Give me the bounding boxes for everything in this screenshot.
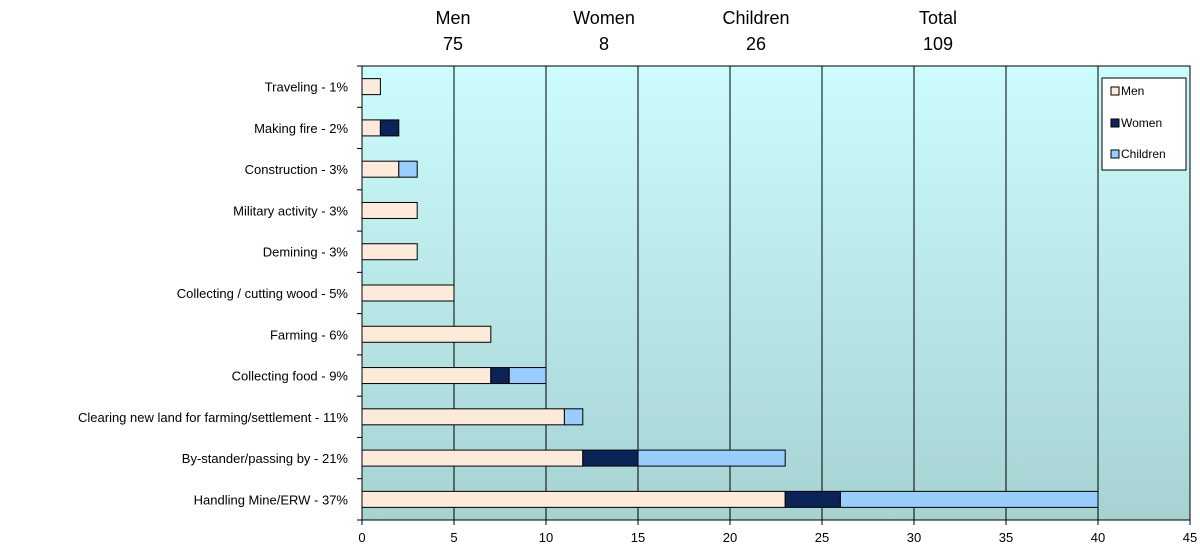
gridlines	[453, 66, 1191, 520]
bar-segment-men	[361, 201, 418, 219]
x-tick-label: 5	[450, 530, 457, 545]
bar-segment-men	[361, 325, 492, 343]
bar-segment-women	[379, 119, 400, 137]
bars	[361, 78, 1099, 508]
x-tick-label: 10	[539, 530, 553, 545]
bar-segment-women	[490, 367, 510, 385]
category-label: Farming - 6%	[270, 327, 348, 342]
bar-segment-men	[361, 408, 565, 426]
category-label: By-stander/passing by - 21%	[182, 451, 349, 466]
x-tick-label: 35	[999, 530, 1013, 545]
legend-swatch-women	[1110, 118, 1120, 128]
category-label: Handling Mine/ERW - 37%	[194, 492, 349, 507]
header-children-value: 26	[746, 34, 766, 54]
totals-header: Men 75 Women 8 Children 26 Total 109	[435, 8, 957, 54]
bar-segment-men	[361, 243, 418, 261]
header-women-label: Women	[573, 8, 635, 28]
header-men-value: 75	[443, 34, 463, 54]
category-label: Collecting / cutting wood - 5%	[177, 286, 349, 301]
legend: Men Women Children	[1101, 77, 1187, 171]
legend-label-men: Men	[1121, 84, 1144, 98]
bar-segment-women	[784, 490, 841, 508]
bar-segment-men	[361, 160, 400, 178]
bar-segment-women	[582, 449, 639, 467]
category-label: Demining - 3%	[263, 245, 349, 260]
bar-segment-men	[361, 367, 492, 385]
bar-segment-men	[361, 284, 455, 302]
legend-label-children: Children	[1121, 147, 1166, 161]
x-tick-label: 15	[631, 530, 645, 545]
bar-segment-men	[361, 78, 381, 96]
header-total-label: Total	[919, 8, 957, 28]
bar-segment-men	[361, 119, 381, 137]
bar-segment-children	[508, 367, 547, 385]
category-labels: Traveling - 1% Making fire - 2% Constructi…	[78, 80, 348, 508]
category-label: Clearing new land for farming/settlement…	[78, 410, 348, 425]
bar-segment-men	[361, 449, 584, 467]
bar-segment-men	[361, 490, 786, 508]
category-label: Making fire - 2%	[254, 121, 348, 136]
header-total-value: 109	[923, 34, 953, 54]
x-tick-label: 45	[1183, 530, 1197, 545]
x-tick-labels: 0 5 10 15 20 25 30 35 40 45	[358, 530, 1197, 545]
legend-swatch-men	[1110, 86, 1120, 96]
x-tick-label: 40	[1091, 530, 1105, 545]
bar-segment-children	[563, 408, 584, 426]
x-tick-label: 0	[358, 530, 365, 545]
plot-area	[361, 65, 1191, 521]
bar-segment-children	[398, 160, 418, 178]
category-label: Collecting food - 9%	[232, 369, 349, 384]
bar-segment-children	[637, 449, 786, 467]
x-tick-label: 20	[723, 530, 737, 545]
x-tick-label: 25	[815, 530, 829, 545]
x-tick-label: 30	[907, 530, 921, 545]
category-label: Traveling - 1%	[265, 80, 349, 95]
bar-segment-children	[839, 490, 1099, 508]
category-label: Military activity - 3%	[233, 203, 348, 218]
header-women-value: 8	[599, 34, 609, 54]
legend-label-women: Women	[1121, 116, 1162, 130]
header-men-label: Men	[435, 8, 470, 28]
header-children-label: Children	[722, 8, 789, 28]
category-label: Construction - 3%	[245, 162, 349, 177]
legend-swatch-children	[1110, 149, 1120, 159]
